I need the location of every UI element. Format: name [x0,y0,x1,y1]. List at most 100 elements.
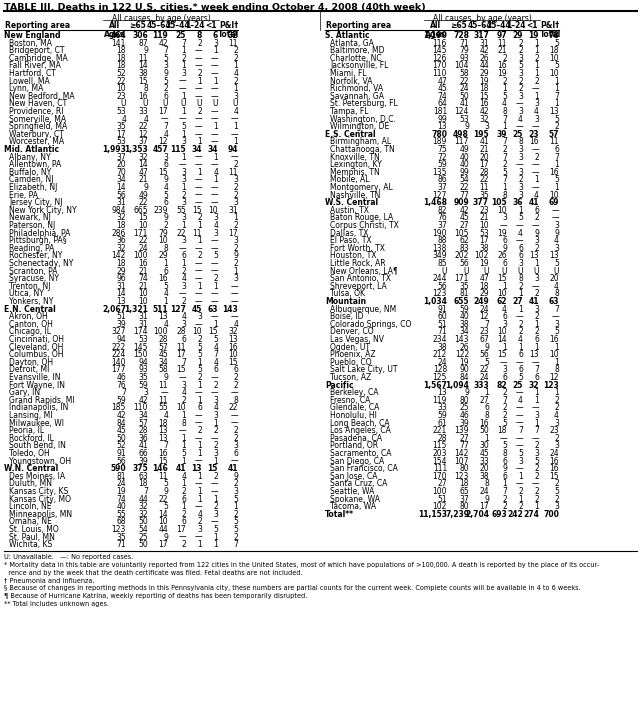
Text: —: — [230,411,238,420]
Text: 2: 2 [534,153,539,162]
Text: Elizabeth, NJ: Elizabeth, NJ [9,183,58,192]
Text: 110: 110 [433,69,447,78]
Text: 5: 5 [213,525,218,534]
Text: —: — [194,259,202,268]
Text: 22: 22 [138,236,148,245]
Text: 31: 31 [117,282,126,291]
Text: 5: 5 [484,358,489,367]
Text: 5: 5 [554,259,559,268]
Text: 1: 1 [484,388,489,397]
Text: —: — [210,289,218,298]
Text: 3: 3 [197,312,202,321]
Text: 104: 104 [454,61,469,71]
Text: 224: 224 [112,350,126,359]
Text: South Bend, IN: South Bend, IN [9,441,66,451]
Text: —: — [194,160,202,169]
Text: 7: 7 [502,175,507,185]
Text: 170: 170 [433,61,447,71]
Text: 5: 5 [197,350,202,359]
Text: 4: 4 [181,388,186,397]
Text: 81: 81 [117,472,126,481]
Text: 27: 27 [460,434,469,443]
Text: Somerville, MA: Somerville, MA [9,115,66,123]
Text: 693: 693 [491,510,507,519]
Text: 84: 84 [460,373,469,382]
Text: 1: 1 [534,320,539,329]
Text: 32: 32 [117,213,126,222]
Text: 7: 7 [502,153,507,162]
Text: 18: 18 [479,84,489,93]
Text: 37: 37 [459,495,469,503]
Text: Utica, NY: Utica, NY [9,289,44,298]
Text: 2: 2 [197,213,202,222]
Text: 2: 2 [233,160,238,169]
Text: —: — [230,297,238,306]
Text: 1: 1 [163,259,168,268]
Text: 14: 14 [138,61,148,71]
Text: Dallas, TX: Dallas, TX [330,229,369,238]
Text: U: U [501,267,507,275]
Text: 19: 19 [479,259,489,268]
Text: 1: 1 [554,358,559,367]
Text: 62: 62 [497,297,507,306]
Text: Glendale, CA: Glendale, CA [330,404,379,412]
Text: 317: 317 [473,31,489,40]
Text: 3: 3 [181,381,186,389]
Text: New England: New England [4,31,60,40]
Text: 1–24: 1–24 [506,20,526,30]
Text: Sacramento, CA: Sacramento, CA [330,449,392,458]
Text: 34: 34 [208,145,218,154]
Text: 38: 38 [437,342,447,352]
Text: —: — [210,297,218,306]
Text: 6: 6 [213,31,218,40]
Text: 2: 2 [163,221,168,230]
Text: 10: 10 [549,350,559,359]
Text: 25–44: 25–44 [165,20,190,30]
Text: 1: 1 [233,84,238,93]
Text: 16: 16 [479,419,489,428]
Text: 20: 20 [117,160,126,169]
Text: 1: 1 [213,320,218,329]
Text: 11: 11 [549,138,559,146]
Text: 1,468: 1,468 [423,198,447,207]
Text: 1: 1 [503,122,507,131]
Text: 4: 4 [181,312,186,321]
Text: 2: 2 [197,39,202,48]
Text: 234: 234 [433,335,447,344]
Text: 221: 221 [433,426,447,435]
Text: 45: 45 [116,426,126,435]
Text: 377: 377 [473,198,489,207]
Text: St. Paul, MN: St. Paul, MN [9,533,55,541]
Text: 21: 21 [479,145,489,154]
Text: 6: 6 [502,472,507,481]
Text: 1: 1 [181,183,186,192]
Text: 4: 4 [534,190,539,200]
Text: 124: 124 [454,107,469,116]
Text: 20: 20 [479,153,489,162]
Text: 96: 96 [116,274,126,283]
Text: U: U [197,99,202,108]
Text: —: — [210,69,218,78]
Text: 11: 11 [158,381,168,389]
Text: 28: 28 [158,335,168,344]
Text: 4: 4 [233,107,238,116]
Text: —: — [515,236,523,245]
Text: 22: 22 [117,76,126,86]
Text: 4: 4 [121,115,126,123]
Text: 1: 1 [519,205,523,215]
Text: 1: 1 [213,456,218,466]
Text: 6: 6 [197,404,202,412]
Text: Kansas City, KS: Kansas City, KS [9,487,68,496]
Text: Spokane, WA: Spokane, WA [330,495,380,503]
Text: 5: 5 [163,503,168,511]
Text: Little Rock, AR: Little Rock, AR [330,259,386,268]
Text: 53: 53 [459,115,469,123]
Text: 11: 11 [228,39,238,48]
Text: 17: 17 [479,236,489,245]
Text: 68: 68 [117,518,126,526]
Text: —: — [230,115,238,123]
Text: 115: 115 [171,145,186,154]
Text: —: — [194,61,202,71]
Text: 29: 29 [513,31,523,40]
Text: 28: 28 [438,434,447,443]
